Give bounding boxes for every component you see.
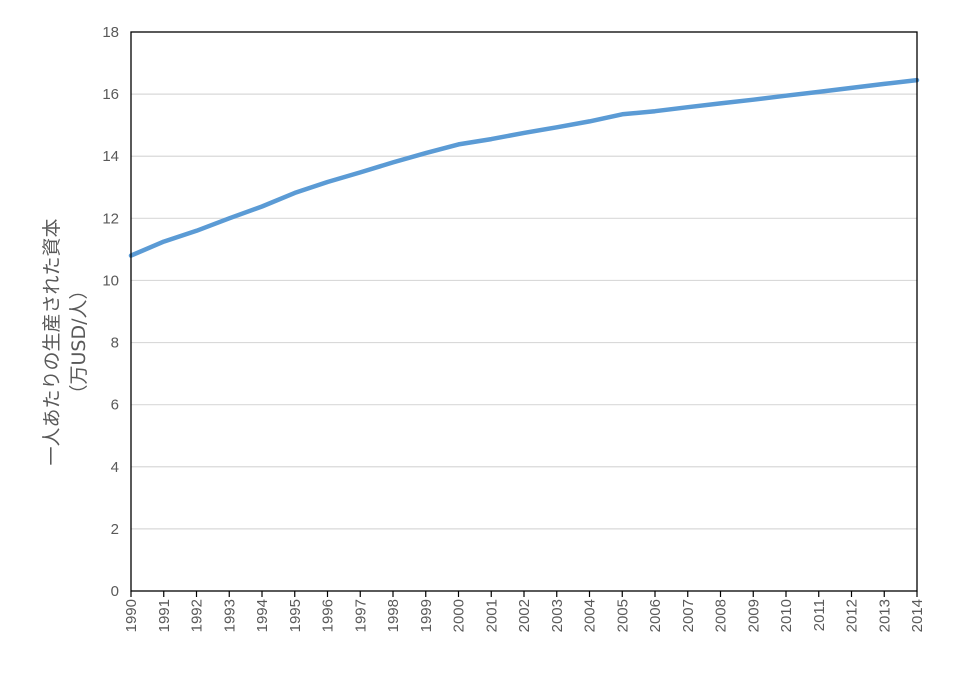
x-tick-label: 1998 xyxy=(385,599,402,632)
x-tick-label: 2005 xyxy=(614,599,631,632)
x-axis-ticks: 1990 1991 1992 1993 1994 1995 1996 1997 1998 1999… xyxy=(123,591,926,632)
y-tick-label: 6 xyxy=(111,397,119,414)
y-tick-label: 2 xyxy=(111,521,119,538)
x-tick-label: 1999 xyxy=(418,599,435,632)
x-tick-label: 2007 xyxy=(680,599,697,632)
x-tick-label: 1991 xyxy=(156,599,173,632)
gridlines xyxy=(131,93,917,530)
x-tick-label: 2011 xyxy=(811,599,828,631)
x-tick-label: 1994 xyxy=(254,599,271,632)
y-tick-label: 12 xyxy=(102,210,119,227)
y-tick-label: 14 xyxy=(102,148,119,165)
x-tick-label: 2010 xyxy=(778,599,795,632)
series-line-0 xyxy=(128,77,920,258)
y-tick-label: 16 xyxy=(102,86,119,103)
x-tick-label: 1996 xyxy=(320,599,337,632)
x-tick-label: 2003 xyxy=(549,599,566,632)
y-tick-label: 18 xyxy=(102,24,119,41)
y-tick-label: 4 xyxy=(111,459,119,476)
plot-frame xyxy=(130,31,918,592)
y-axis-ticks: 0 2 4 6 8 10 12 14 16 18 xyxy=(102,24,119,600)
x-tick-label: 1993 xyxy=(221,599,238,632)
x-tick-label: 1990 xyxy=(123,599,140,632)
x-tick-label: 2014 xyxy=(909,599,926,632)
x-tick-label: 2009 xyxy=(745,599,762,632)
x-tick-label: 2012 xyxy=(844,599,861,632)
y-axis-unit-label: （万USD/人） xyxy=(68,281,90,404)
y-tick-label: 8 xyxy=(111,335,119,352)
x-tick-label: 2002 xyxy=(516,599,533,632)
series-layer xyxy=(128,77,920,258)
x-tick-label: 2001 xyxy=(483,599,500,632)
x-tick-label: 2006 xyxy=(647,599,664,632)
x-tick-label: 1995 xyxy=(287,599,304,632)
x-tick-label: 2000 xyxy=(451,599,468,632)
x-tick-label: 2008 xyxy=(713,599,730,632)
x-tick-label: 1992 xyxy=(189,599,206,632)
x-tick-label: 2013 xyxy=(876,599,893,632)
x-tick-label: 1997 xyxy=(352,599,369,632)
x-tick-label: 2004 xyxy=(582,599,599,632)
y-tick-label: 0 xyxy=(111,583,119,600)
y-axis-label: 一人あたりの生産された資本 xyxy=(41,218,63,465)
y-tick-label: 10 xyxy=(102,272,119,289)
